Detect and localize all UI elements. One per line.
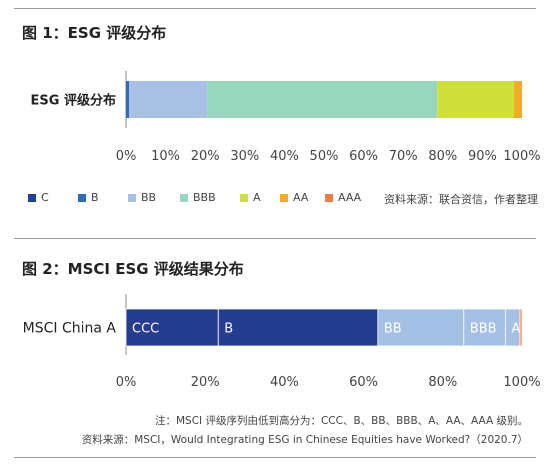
- legend-item-b: B: [78, 191, 99, 204]
- bar-label-b: B: [224, 322, 233, 337]
- figure1-title: 图 1：ESG 评级分布: [22, 24, 167, 42]
- x-tick-label: 20%: [191, 375, 220, 390]
- bar-segment-a: [437, 81, 515, 118]
- bar-segment-bb: [377, 308, 465, 347]
- bar-segment-ccc: [125, 308, 219, 347]
- x-tick-label: 80%: [428, 149, 457, 164]
- top-divider: [14, 8, 536, 9]
- x-tick-label: 90%: [468, 149, 497, 164]
- x-tick-label: 100%: [503, 149, 540, 164]
- x-tick-label: 40%: [270, 149, 299, 164]
- bar-segment-bbb: [463, 308, 506, 347]
- legend-item-aaa: AAA: [325, 191, 361, 204]
- legend-label: BB: [141, 191, 157, 204]
- figure2-source: 资料来源：MSCI，Would Integrating ESG in Chine…: [81, 434, 528, 446]
- legend-item-a: A: [240, 191, 261, 204]
- category-label: ESG 评级分布: [31, 93, 116, 109]
- legend-item-bb: BB: [128, 191, 156, 204]
- bar-segment-b: [126, 81, 130, 118]
- bottom-divider: [14, 457, 536, 458]
- bar-segment-bbb: [207, 81, 438, 118]
- x-tick-label: 60%: [349, 149, 378, 164]
- legend-swatch: [325, 193, 333, 202]
- bar-segment-aa: [519, 308, 523, 347]
- legend-label: AA: [293, 191, 309, 204]
- legend-item-bbb: BBB: [180, 191, 216, 204]
- bar-label-bb: BB: [384, 322, 402, 337]
- legend-swatch: [128, 193, 136, 202]
- legend-swatch: [180, 193, 188, 202]
- figure1-source: 资料来源：联合资信，作者整理: [384, 193, 538, 206]
- legend-label: AAA: [338, 191, 362, 204]
- bar-label-bbb: BBB: [470, 322, 497, 337]
- legend-label: BBB: [193, 191, 216, 204]
- x-tick-label: 0%: [116, 149, 137, 164]
- figure1-legend: C B BB BBB A AA AAA: [28, 191, 538, 207]
- x-tick-label: 30%: [230, 149, 259, 164]
- legend-swatch: [78, 193, 86, 202]
- x-tick-label: 20%: [191, 149, 220, 164]
- legend-item-aa: AA: [280, 191, 308, 204]
- bar-segment-bb: [129, 81, 208, 118]
- bar-label-ccc: CCC: [132, 322, 159, 337]
- x-tick-label: 0%: [116, 375, 137, 390]
- figure2-note: 注：MSCI 评级序列由低到高分为：CCC、B、BB、BBB、A、AA、AAA …: [154, 415, 528, 427]
- legend-item-c: C: [28, 191, 49, 204]
- bar-segment-b: [217, 308, 379, 347]
- bar-segment-aa: [514, 81, 522, 118]
- x-tick-label: 70%: [389, 149, 418, 164]
- legend-label: B: [91, 191, 99, 204]
- figure1-chart: ESG 评级分布 0% 10% 20% 30% 40% 50% 60% 70% 80% 90% 100…: [31, 71, 541, 164]
- x-tick-label: 60%: [349, 375, 378, 390]
- x-tick-label: 10%: [151, 149, 180, 164]
- x-tick-label: 50%: [310, 149, 339, 164]
- legend-swatch: [280, 193, 288, 202]
- x-tick-label: 40%: [270, 375, 299, 390]
- figure2-title: 图 2：MSCI ESG 评级结果分布: [22, 260, 244, 278]
- middle-divider: [14, 238, 536, 239]
- legend-swatch: [28, 193, 36, 202]
- category-label: MSCI China A: [23, 321, 117, 337]
- x-tick-label: 100%: [503, 375, 540, 390]
- x-tick-label: 80%: [428, 375, 457, 390]
- figure2-chart: MSCI China A CCC B BB BBB A0% 20% 40% 60% 80% 100%: [23, 294, 541, 390]
- bar-label-a: A: [511, 322, 520, 337]
- legend-swatch: [240, 193, 248, 202]
- legend-label: C: [41, 191, 49, 204]
- legend-label: A: [253, 191, 261, 204]
